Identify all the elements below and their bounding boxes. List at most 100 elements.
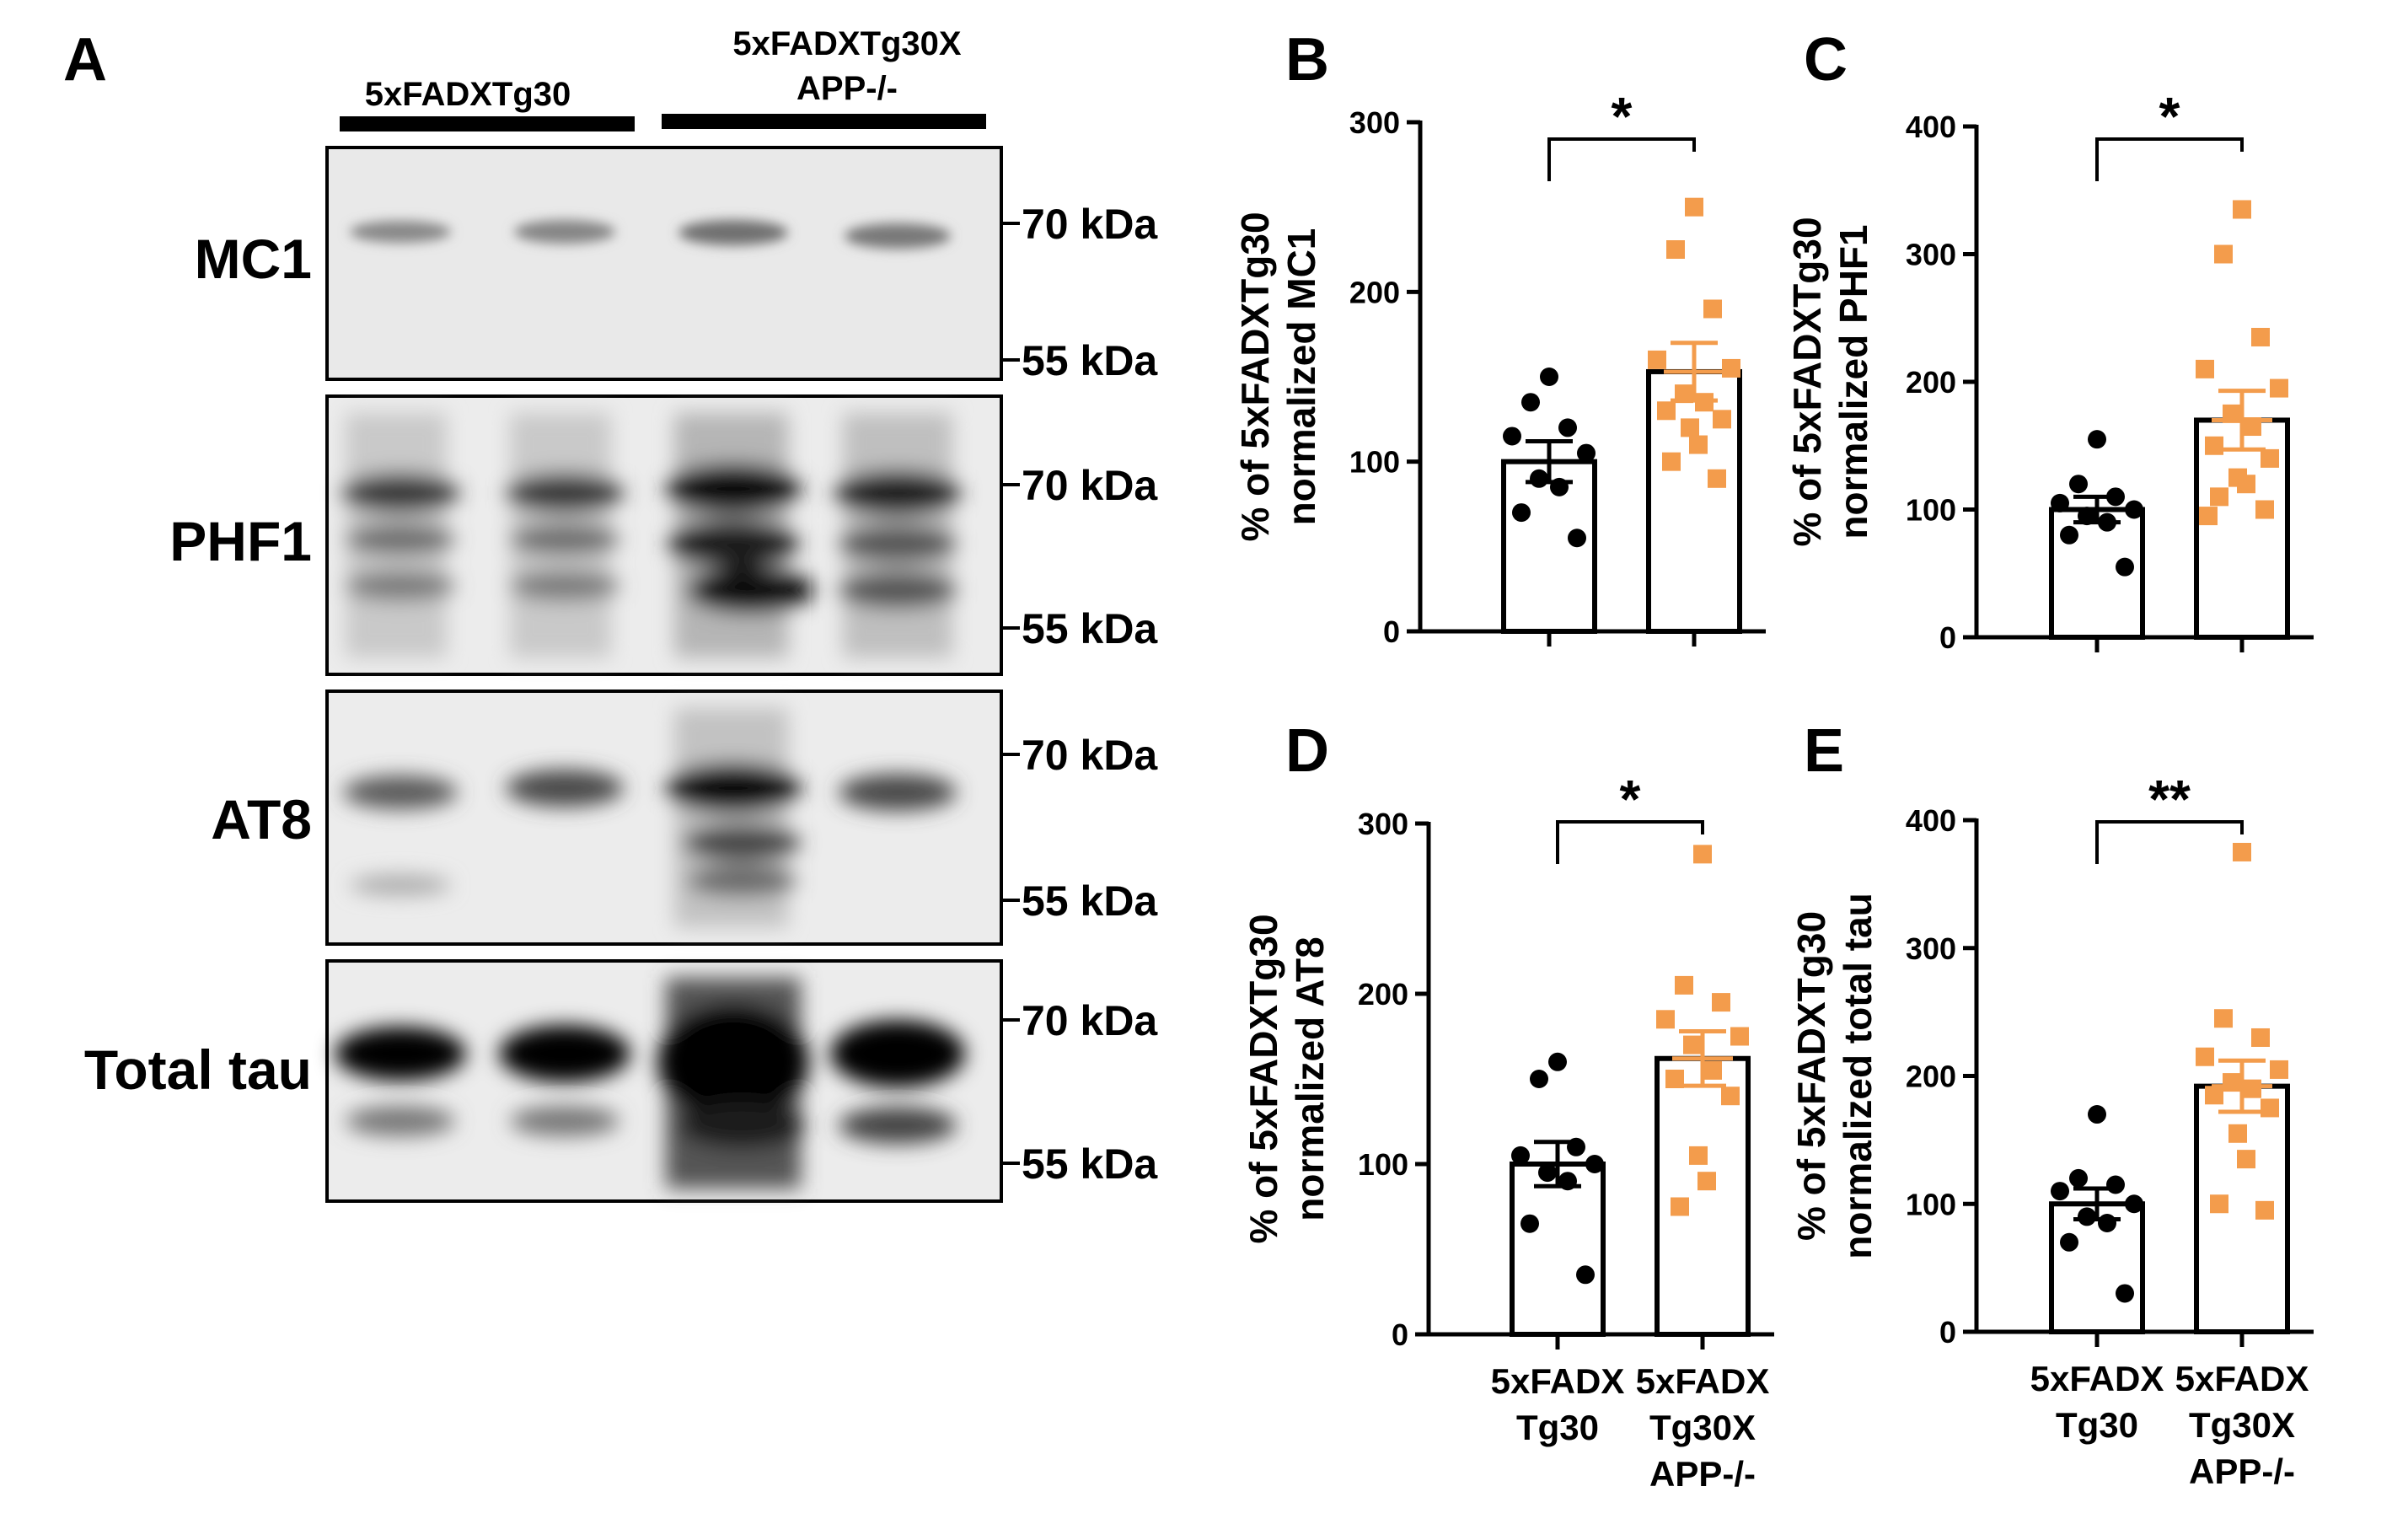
bar <box>1510 1162 1606 1337</box>
panel-letter: E <box>1804 717 1844 785</box>
data-point <box>1511 1146 1530 1165</box>
x-category-label: 5xFADX <box>1491 1361 1625 1401</box>
marker-70-at8: 70 kDa <box>1022 732 1158 779</box>
y-tick-label: 300 <box>1906 931 1956 966</box>
data-point <box>2255 1200 2274 1220</box>
y-tick-label: 0 <box>1392 1317 1408 1352</box>
data-point <box>2243 1079 2261 1098</box>
data-point <box>2069 475 2088 494</box>
data-point <box>2261 448 2279 468</box>
data-point <box>2270 378 2288 398</box>
data-point <box>1683 1035 1702 1054</box>
data-point <box>2116 557 2134 577</box>
data-point <box>2116 1284 2134 1303</box>
significance-bracket <box>1556 820 1704 864</box>
significance-bracket <box>2095 137 2244 181</box>
significance-label: * <box>2159 86 2180 147</box>
chart-panel-b: B 0 100 200 300 % of 5xFADXTg30normalized MC1… <box>1233 26 1766 649</box>
data-point <box>1548 1052 1567 1071</box>
data-point <box>2214 244 2233 264</box>
data-point <box>1530 1070 1548 1088</box>
data-point <box>2078 1207 2096 1226</box>
data-point <box>2237 475 2255 494</box>
data-point <box>1648 350 1666 369</box>
group-label-ko-line1: 5xFADXTg30X <box>732 25 962 62</box>
data-point <box>2261 1098 2279 1118</box>
data-point <box>1512 503 1531 523</box>
data-point <box>1585 1155 1604 1173</box>
y-axis-label: % of 5xFADXTg30normalized AT8 <box>1242 914 1332 1243</box>
blot-label-phf1: PHF1 <box>169 510 312 572</box>
x-category-label: Tg30X <box>1649 1408 1756 1447</box>
x-category-label: 5xFADX <box>1636 1361 1770 1401</box>
data-point <box>2125 500 2143 519</box>
data-point <box>1703 299 1722 319</box>
x-category-label: APP-/- <box>1649 1454 1756 1494</box>
y-tick-label: 300 <box>1349 105 1400 140</box>
data-point <box>2106 1175 2125 1194</box>
bar <box>2049 1201 2145 1334</box>
y-tick-label: 300 <box>1358 807 1408 841</box>
x-category-label: Tg30X <box>2189 1405 2295 1445</box>
data-point <box>1558 418 1577 437</box>
data-point <box>1712 993 1730 1012</box>
marker-70-mc1: 70 kDa <box>1022 201 1158 248</box>
y-tick-label: 0 <box>1939 620 1956 655</box>
marker-55-at8: 55 kDa <box>1022 877 1158 925</box>
data-point <box>2098 1214 2116 1233</box>
data-point <box>1666 240 1685 259</box>
blot-panel: A 5xFADXTg30 5xFADXTg30X APP-/- MC1 70 k… <box>63 25 1158 1203</box>
y-tick-label: 200 <box>1349 275 1400 309</box>
significance-bracket <box>1547 137 1696 181</box>
marker-70-phf1: 70 kDa <box>1022 462 1158 509</box>
group-bar-control <box>340 116 635 131</box>
y-axis-label-line: % of 5xFADXTg30 <box>1789 911 1833 1241</box>
data-point <box>2060 525 2078 545</box>
data-point <box>1538 1163 1557 1183</box>
data-point <box>2233 200 2251 219</box>
y-tick-label: 400 <box>1906 803 1956 838</box>
blot-image-mc1 <box>325 146 1003 381</box>
panel-letter: D <box>1285 717 1329 785</box>
data-point <box>2237 1150 2255 1169</box>
data-point <box>2051 493 2069 512</box>
y-axis-label-line: % of 5xFADXTg30 <box>1233 212 1277 541</box>
data-point <box>2069 1168 2088 1188</box>
y-tick-label: 400 <box>1906 110 1956 144</box>
data-point <box>2051 1182 2069 1201</box>
y-axis-label: % of 5xFADXTg30normalized MC1 <box>1233 212 1323 541</box>
y-axis-label-line: normalized MC1 <box>1279 228 1323 526</box>
data-point <box>2210 1194 2228 1214</box>
bands-phf1 <box>341 413 961 657</box>
data-point <box>1697 1172 1716 1191</box>
data-point <box>1675 975 1693 995</box>
panel-letter-a: A <box>63 26 107 94</box>
y-tick-label: 100 <box>1349 445 1400 480</box>
data-point <box>1576 1265 1595 1285</box>
data-point <box>1530 469 1548 488</box>
bar <box>1501 459 1597 635</box>
chart-panel-e: E 0 100 200 300 400 % of 5xFADXTg30normalized … <box>1789 717 2314 1491</box>
y-tick-label: 300 <box>1906 238 1956 272</box>
data-point <box>1657 401 1676 421</box>
group-label-ko-line2: APP-/- <box>796 70 898 107</box>
data-point <box>2060 1232 2078 1252</box>
data-point <box>2196 359 2214 378</box>
data-point <box>2223 1073 2241 1092</box>
data-point <box>2088 1105 2106 1124</box>
data-point <box>1540 368 1558 386</box>
x-category-label: Tg30 <box>2056 1405 2138 1445</box>
panel-letter: B <box>1285 26 1329 94</box>
x-category-label: APP-/- <box>2189 1451 2295 1491</box>
y-tick-label: 200 <box>1358 977 1408 1011</box>
y-axis-label-line: normalized PHF1 <box>1832 224 1875 539</box>
marker-55-total-tau: 55 kDa <box>1022 1140 1158 1188</box>
data-point <box>1721 1087 1740 1106</box>
y-axis-label: % of 5xFADXTg30normalized total tau <box>1789 893 1880 1258</box>
data-point <box>1685 197 1703 217</box>
significance-label: * <box>1612 86 1633 147</box>
bands-mc1 <box>350 220 951 249</box>
data-point <box>1662 452 1681 471</box>
significance-label: * <box>1620 769 1641 829</box>
